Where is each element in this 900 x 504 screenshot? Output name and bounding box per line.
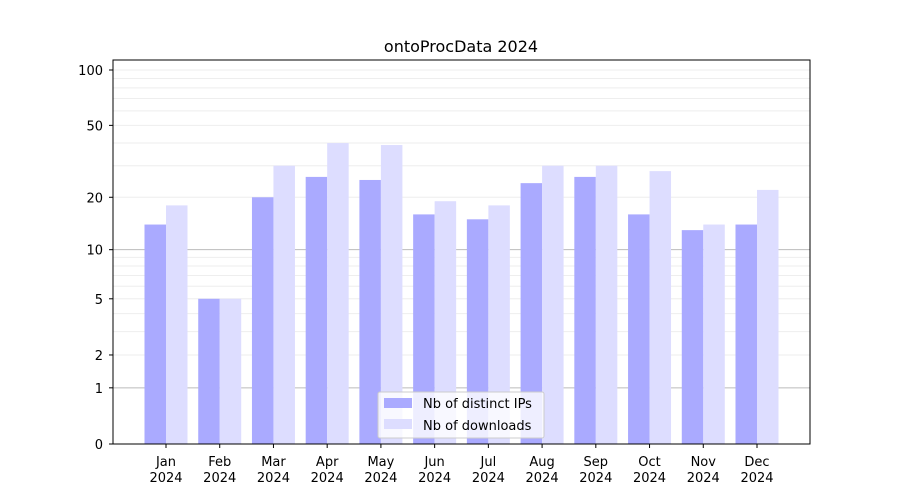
y-tick-label: 50 — [86, 119, 103, 134]
bar-downloads — [166, 205, 188, 444]
x-tick-label: 2024 — [418, 471, 451, 486]
legend-swatch-downloads — [384, 419, 412, 429]
x-tick-label: Nov — [691, 455, 717, 470]
x-tick-label: Apr — [316, 455, 339, 470]
y-tick-label: 5 — [95, 293, 103, 308]
x-tick-label: 2024 — [149, 471, 182, 486]
x-tick-label: 2024 — [579, 471, 612, 486]
legend-label-ips: Nb of distinct IPs — [423, 397, 532, 412]
x-tick-label: 2024 — [526, 471, 559, 486]
x-tick-label: 2024 — [687, 471, 720, 486]
bar-downloads — [542, 165, 564, 444]
x-tick-label: Dec — [744, 455, 769, 470]
bar-downloads — [649, 171, 672, 445]
bar-distinct-ips — [735, 224, 757, 444]
bar-downloads — [757, 189, 779, 444]
x-tick-label: Mar — [261, 455, 286, 470]
y-tick-label: 1 — [95, 382, 103, 397]
legend-label-downloads: Nb of downloads — [423, 419, 532, 434]
x-tick-label: 2024 — [472, 471, 505, 486]
bar-downloads — [595, 165, 618, 444]
bar-distinct-ips — [520, 183, 543, 444]
x-tick-label: 2024 — [203, 471, 236, 486]
bar-distinct-ips — [466, 219, 489, 444]
bar-downloads — [273, 165, 295, 444]
bar-distinct-ips — [251, 197, 274, 444]
x-tick-label: Sep — [584, 455, 609, 470]
grid — [113, 69, 810, 389]
x-tick-label: Aug — [529, 455, 554, 470]
x-tick-label: Jan — [155, 455, 176, 470]
bar-distinct-ips — [305, 176, 328, 444]
bars — [144, 143, 779, 445]
bar-downloads — [488, 205, 510, 444]
x-tick-label: Oct — [638, 455, 660, 470]
bar-distinct-ips — [413, 214, 435, 444]
x-tick-label: Jul — [480, 455, 497, 470]
x-tick-label: 2024 — [257, 471, 290, 486]
x-tick-label: 2024 — [364, 471, 397, 486]
bar-downloads — [434, 201, 457, 444]
y-axis: 0 1 2 5 10 20 50 100 — [78, 64, 113, 453]
x-axis: Jan2024Feb2024Mar2024Apr2024May2024Jun20… — [149, 444, 774, 486]
plot-frame — [112, 59, 811, 445]
bar-downloads — [703, 224, 725, 444]
y-tick-label: 0 — [95, 438, 103, 453]
x-tick-label: May — [367, 455, 394, 470]
y-tick-label: 20 — [86, 191, 103, 206]
bar-downloads — [380, 145, 403, 444]
x-tick-label: 2024 — [740, 471, 773, 486]
y-tick-label: 2 — [95, 349, 103, 364]
legend-swatch-ips — [384, 398, 412, 408]
bar-distinct-ips — [144, 224, 166, 444]
bar-distinct-ips — [198, 298, 220, 444]
x-tick-label: 2024 — [633, 471, 666, 486]
x-tick-label: 2024 — [311, 471, 344, 486]
y-tick-label: 100 — [78, 64, 103, 79]
bar-distinct-ips — [681, 230, 704, 444]
bar-distinct-ips — [628, 214, 650, 444]
chart-title: ontoProcData 2024 — [384, 37, 538, 56]
x-tick-label: Feb — [208, 455, 231, 470]
x-tick-label: Jun — [423, 455, 444, 470]
legend: Nb of distinct IPs Nb of downloads — [377, 391, 545, 439]
bar-downloads — [219, 298, 242, 444]
bar-downloads — [327, 143, 349, 444]
bar-distinct-ips — [359, 179, 381, 444]
bar-distinct-ips — [574, 176, 596, 444]
y-tick-label: 10 — [86, 244, 103, 259]
